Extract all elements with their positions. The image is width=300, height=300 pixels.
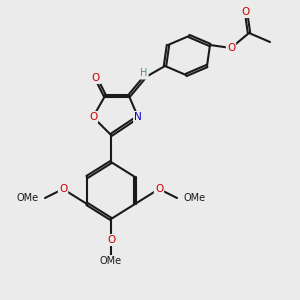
Text: N: N bbox=[134, 112, 142, 122]
Text: H: H bbox=[140, 68, 148, 79]
Text: OMe: OMe bbox=[183, 193, 205, 203]
Text: O: O bbox=[89, 112, 97, 122]
Text: O: O bbox=[92, 73, 100, 83]
Text: O: O bbox=[155, 184, 163, 194]
Text: O: O bbox=[107, 235, 115, 245]
Text: OMe: OMe bbox=[17, 193, 39, 203]
Text: OMe: OMe bbox=[100, 256, 122, 266]
Text: O: O bbox=[242, 7, 250, 17]
Text: O: O bbox=[227, 43, 235, 53]
Text: O: O bbox=[59, 184, 67, 194]
